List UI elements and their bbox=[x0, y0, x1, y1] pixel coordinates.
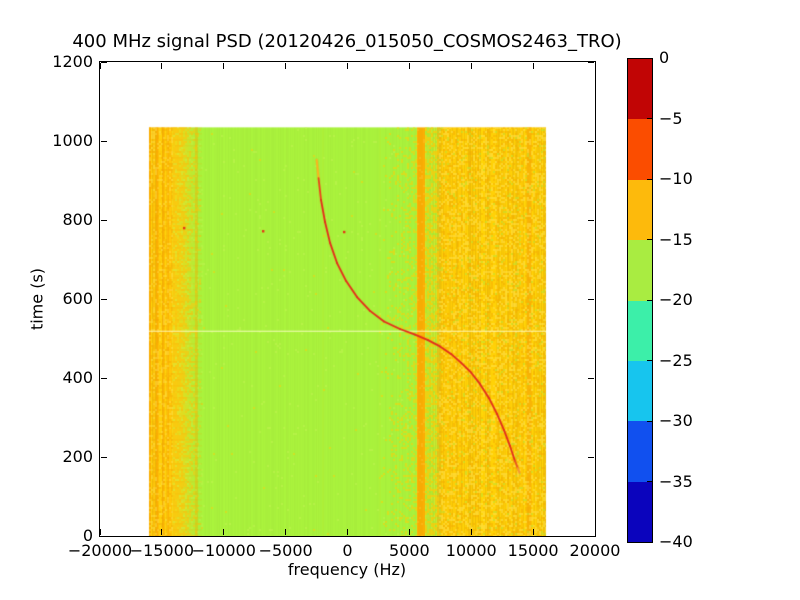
colorbar-tick-mark bbox=[647, 178, 652, 180]
colorbar-tick-mark bbox=[647, 118, 652, 119]
spectrogram-canvas bbox=[100, 62, 595, 536]
y-tick-label: 600 bbox=[62, 289, 93, 308]
colorbar-segment bbox=[628, 360, 652, 422]
y-tick-label: 800 bbox=[62, 210, 93, 229]
x-axis-label: frequency (Hz) bbox=[287, 560, 407, 579]
tick-mark bbox=[161, 63, 163, 69]
tick-mark bbox=[470, 529, 472, 535]
colorbar bbox=[627, 58, 653, 543]
tick-mark bbox=[99, 529, 101, 535]
tick-mark bbox=[161, 529, 163, 535]
tick-mark bbox=[588, 535, 594, 537]
tick-mark bbox=[285, 529, 287, 535]
tick-mark bbox=[588, 298, 594, 300]
tick-mark bbox=[347, 529, 348, 535]
x-tick-label: 15000 bbox=[507, 541, 559, 560]
plot-title: 400 MHz signal PSD (20120426_015050_COSM… bbox=[72, 31, 622, 52]
tick-mark bbox=[532, 529, 534, 535]
colorbar-tick-label: −40 bbox=[659, 532, 693, 551]
tick-mark bbox=[532, 63, 534, 69]
tick-mark bbox=[223, 529, 225, 535]
x-tick-label: 5000 bbox=[389, 541, 430, 560]
tick-mark bbox=[588, 140, 594, 142]
tick-mark bbox=[347, 63, 348, 69]
tick-mark bbox=[285, 63, 287, 69]
x-tick-label: −20000 bbox=[67, 541, 133, 560]
tick-mark bbox=[99, 63, 101, 69]
tick-mark bbox=[101, 140, 107, 142]
x-tick-label: −15000 bbox=[129, 541, 195, 560]
y-tick-label: 1000 bbox=[52, 131, 93, 150]
tick-mark bbox=[101, 456, 107, 458]
x-tick-label: −10000 bbox=[191, 541, 256, 560]
colorbar-tick-mark bbox=[647, 299, 652, 301]
tick-mark bbox=[101, 535, 107, 537]
tick-mark bbox=[594, 63, 596, 69]
colorbar-tick-label: −30 bbox=[659, 411, 693, 430]
tick-mark bbox=[588, 377, 594, 379]
colorbar-segment bbox=[628, 240, 652, 301]
colorbar-segment bbox=[628, 179, 652, 241]
y-tick-label: 1200 bbox=[52, 52, 93, 71]
colorbar-tick-mark bbox=[647, 481, 652, 482]
x-tick-label: 0 bbox=[342, 541, 353, 560]
y-tick-label: 0 bbox=[82, 526, 93, 545]
colorbar-tick-label: −25 bbox=[659, 350, 693, 370]
colorbar-tick-label: −5 bbox=[659, 108, 683, 128]
colorbar-tick-label: −20 bbox=[659, 290, 693, 309]
colorbar-segment bbox=[628, 300, 652, 361]
y-tick-label: 200 bbox=[62, 447, 93, 466]
colorbar-segments bbox=[628, 59, 652, 542]
colorbar-segment bbox=[628, 119, 652, 180]
tick-mark bbox=[101, 298, 107, 300]
tick-mark bbox=[588, 61, 594, 63]
tick-mark bbox=[408, 529, 410, 535]
colorbar-segment bbox=[628, 421, 652, 482]
colorbar-segment bbox=[628, 59, 652, 120]
colorbar-tick-label: −15 bbox=[659, 229, 693, 249]
tick-mark bbox=[594, 529, 596, 535]
colorbar-tick-label: −35 bbox=[659, 471, 693, 491]
colorbar-tick-mark bbox=[647, 360, 652, 361]
y-tick-label: 400 bbox=[62, 368, 93, 387]
tick-mark bbox=[588, 219, 594, 221]
colorbar-tick-label: −10 bbox=[659, 169, 693, 188]
tick-mark bbox=[101, 377, 107, 379]
x-tick-label: 10000 bbox=[445, 541, 497, 560]
colorbar-tick-label: 0 bbox=[659, 48, 670, 67]
colorbar-segment bbox=[628, 481, 652, 542]
colorbar-tick-mark bbox=[647, 239, 652, 240]
tick-mark bbox=[101, 219, 107, 221]
x-tick-label: 20000 bbox=[569, 541, 621, 560]
x-tick-label: −5000 bbox=[258, 541, 313, 560]
tick-mark bbox=[588, 456, 594, 458]
tick-mark bbox=[101, 61, 107, 63]
tick-mark bbox=[408, 63, 410, 69]
colorbar-tick-mark bbox=[647, 420, 652, 422]
tick-mark bbox=[223, 63, 225, 69]
tick-mark bbox=[470, 63, 472, 69]
